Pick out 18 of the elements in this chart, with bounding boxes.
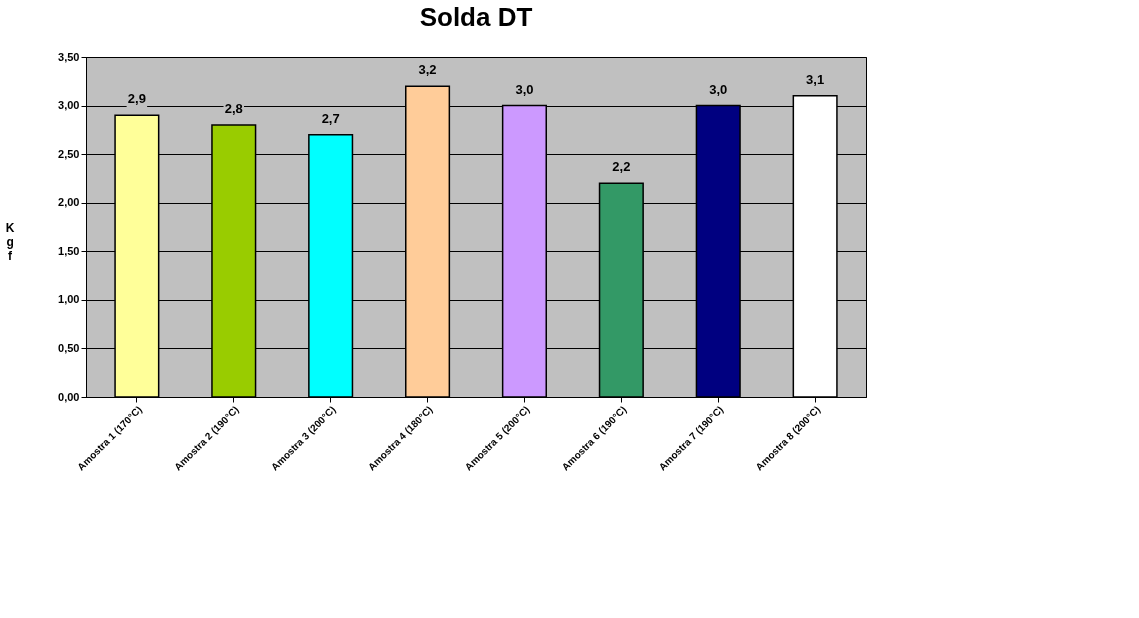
- y-tick-label: 0,50: [58, 341, 80, 354]
- y-tick-label: 3,00: [58, 99, 80, 112]
- y-tick-label: 1,00: [58, 293, 80, 306]
- y-tick-label: 1,50: [58, 244, 80, 257]
- data-label: 2,7: [321, 110, 340, 126]
- data-label: 3,2: [418, 62, 437, 78]
- y-axis-title: Kgf: [5, 220, 15, 263]
- y-tick-label: 2,50: [58, 147, 80, 160]
- data-label: 3,1: [806, 71, 825, 87]
- y-tick-label: 0,00: [58, 390, 80, 403]
- data-label: 3,0: [515, 81, 534, 97]
- y-tick-label: 3,50: [58, 50, 80, 63]
- chart-title: Solda DT: [419, 2, 533, 32]
- data-label: 2,9: [127, 91, 146, 107]
- data-label: 2,2: [612, 159, 631, 175]
- data-label: 2,8: [224, 101, 243, 116]
- y-tick-label: 2,00: [58, 196, 80, 209]
- data-label: 3,0: [709, 81, 728, 97]
